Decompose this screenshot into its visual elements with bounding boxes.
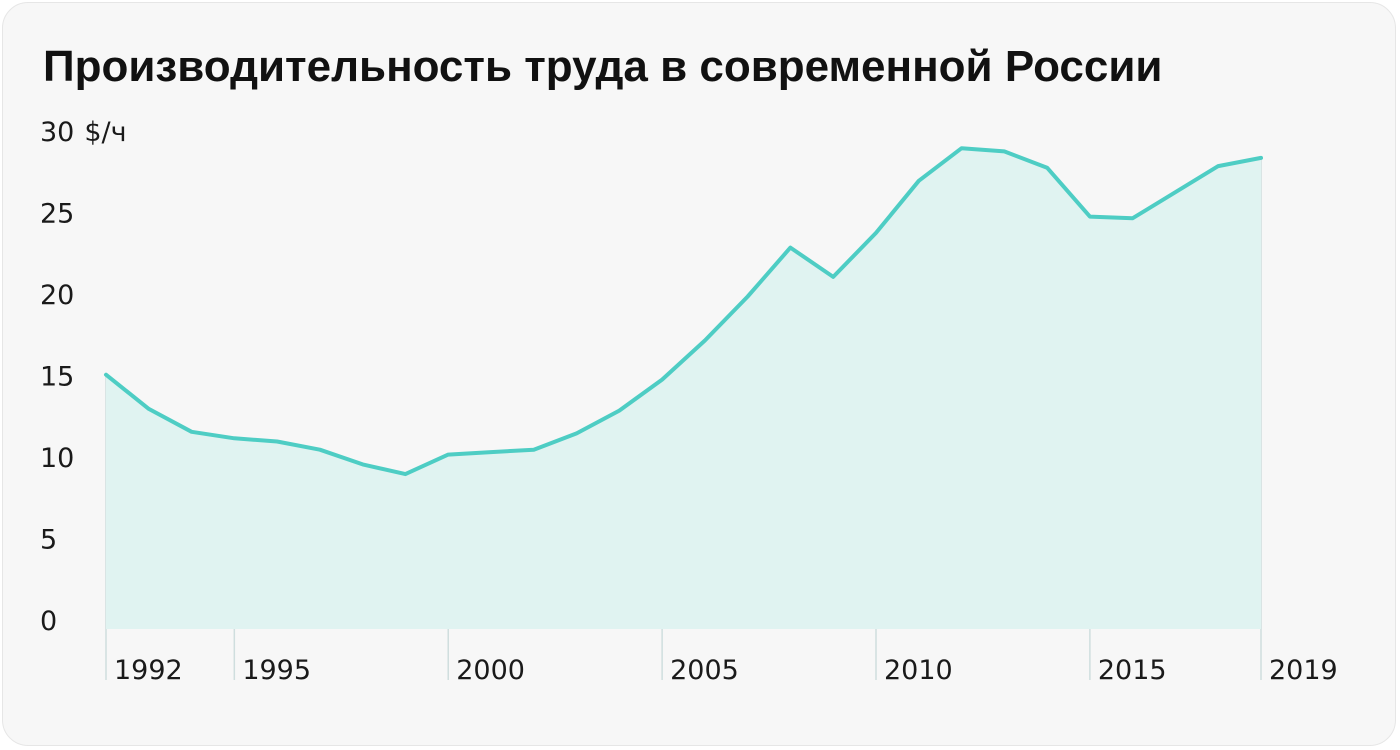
x-tick-label: 1992	[114, 655, 183, 686]
series-area	[106, 148, 1261, 629]
x-tick-label: 2000	[456, 655, 525, 686]
x-tick-label: 1995	[242, 655, 311, 686]
x-tick-label: 2019	[1269, 655, 1338, 686]
y-tick-label: 5	[40, 525, 57, 556]
y-tick-label: 25	[40, 199, 74, 230]
y-tick-label: 0	[40, 606, 57, 637]
x-axis: 1992 1995 2000 2005 2010 2015 2019	[114, 655, 1338, 686]
x-tick-label: 2010	[884, 655, 953, 686]
x-tick-label: 2015	[1098, 655, 1167, 686]
y-axis-unit: $/ч	[84, 117, 126, 148]
chart-title: Производительность труда в современной Р…	[43, 42, 1163, 91]
x-tick-label: 2005	[670, 655, 739, 686]
y-tick-label: 10	[40, 443, 74, 474]
series-line	[104, 146, 1263, 477]
y-axis: 0 5 10 15 20 25 30	[40, 117, 74, 637]
y-tick-label: 20	[40, 280, 74, 311]
y-tick-label: 30	[40, 117, 74, 148]
y-tick-label: 15	[40, 362, 74, 393]
